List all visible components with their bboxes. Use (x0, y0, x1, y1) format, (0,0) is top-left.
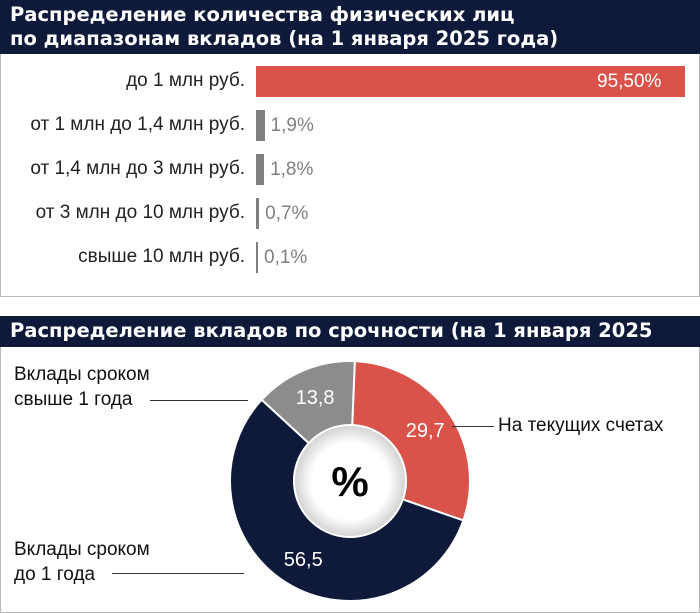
bar-category-label: от 1,4 млн до 3 млн руб. (30, 158, 245, 179)
donut-slice (351, 360, 471, 522)
annotation-short-term-line-1: Вклады сроком (14, 539, 150, 560)
bar-category-label: от 3 млн до 10 млн руб. (35, 202, 245, 223)
bar (256, 154, 265, 185)
annotation-long-term-line-1: Вклады сроком (14, 364, 150, 385)
annotation-long-term-line-2: свыше 1 года (14, 389, 133, 410)
bar (256, 110, 265, 141)
bar (256, 198, 260, 229)
bar-value-label: 0,1% (264, 247, 308, 268)
bar-chart-title-line-2: по диапазонам вкладов (на 1 января 2025 … (10, 27, 559, 50)
donut-slice-value-label: 56,5 (284, 549, 323, 571)
bar-chart-title: Распределение количества физических лиц … (0, 0, 700, 54)
annotation-short-term-line-2: до 1 года (14, 564, 96, 585)
leader-line-long-term (150, 400, 248, 401)
donut-center-label: % (331, 458, 368, 505)
bar-value-label: 1,9% (270, 115, 314, 136)
bar-value-label: 95,50% (597, 71, 662, 92)
donut-slice-value-label: 29,7 (406, 420, 445, 442)
bar-category-label: свыше 10 млн руб. (78, 246, 245, 267)
donut-center-disc (295, 426, 405, 536)
bar-category-label: до 1 млн руб. (126, 70, 245, 91)
donut-chart-title-text: Распределение вкладов по срочности (на 1… (10, 319, 653, 371)
donut-chart-title: Распределение вкладов по срочности (на 1… (0, 316, 700, 371)
bar-value-label: 1,8% (270, 159, 314, 180)
donut-slice-value-label: 13,8 (296, 387, 335, 409)
annotation-long-term: Вклады сроком свыше 1 года (14, 362, 150, 412)
bar (256, 66, 685, 97)
donut-slice (229, 398, 465, 602)
donut-slice (260, 360, 356, 445)
bar (256, 242, 258, 273)
annotation-short-term: Вклады сроком до 1 года (14, 537, 150, 587)
bar-chart-title-line-1: Распределение количества физических лиц (10, 3, 515, 26)
bar-value-label: 0,7% (265, 203, 309, 224)
bar-category-label: от 1 млн до 1,4 млн руб. (30, 114, 245, 135)
leader-line-short-term (112, 573, 244, 574)
annotation-current-accounts: На текущих счетах (498, 415, 664, 436)
leader-line-current-accounts (452, 426, 494, 427)
